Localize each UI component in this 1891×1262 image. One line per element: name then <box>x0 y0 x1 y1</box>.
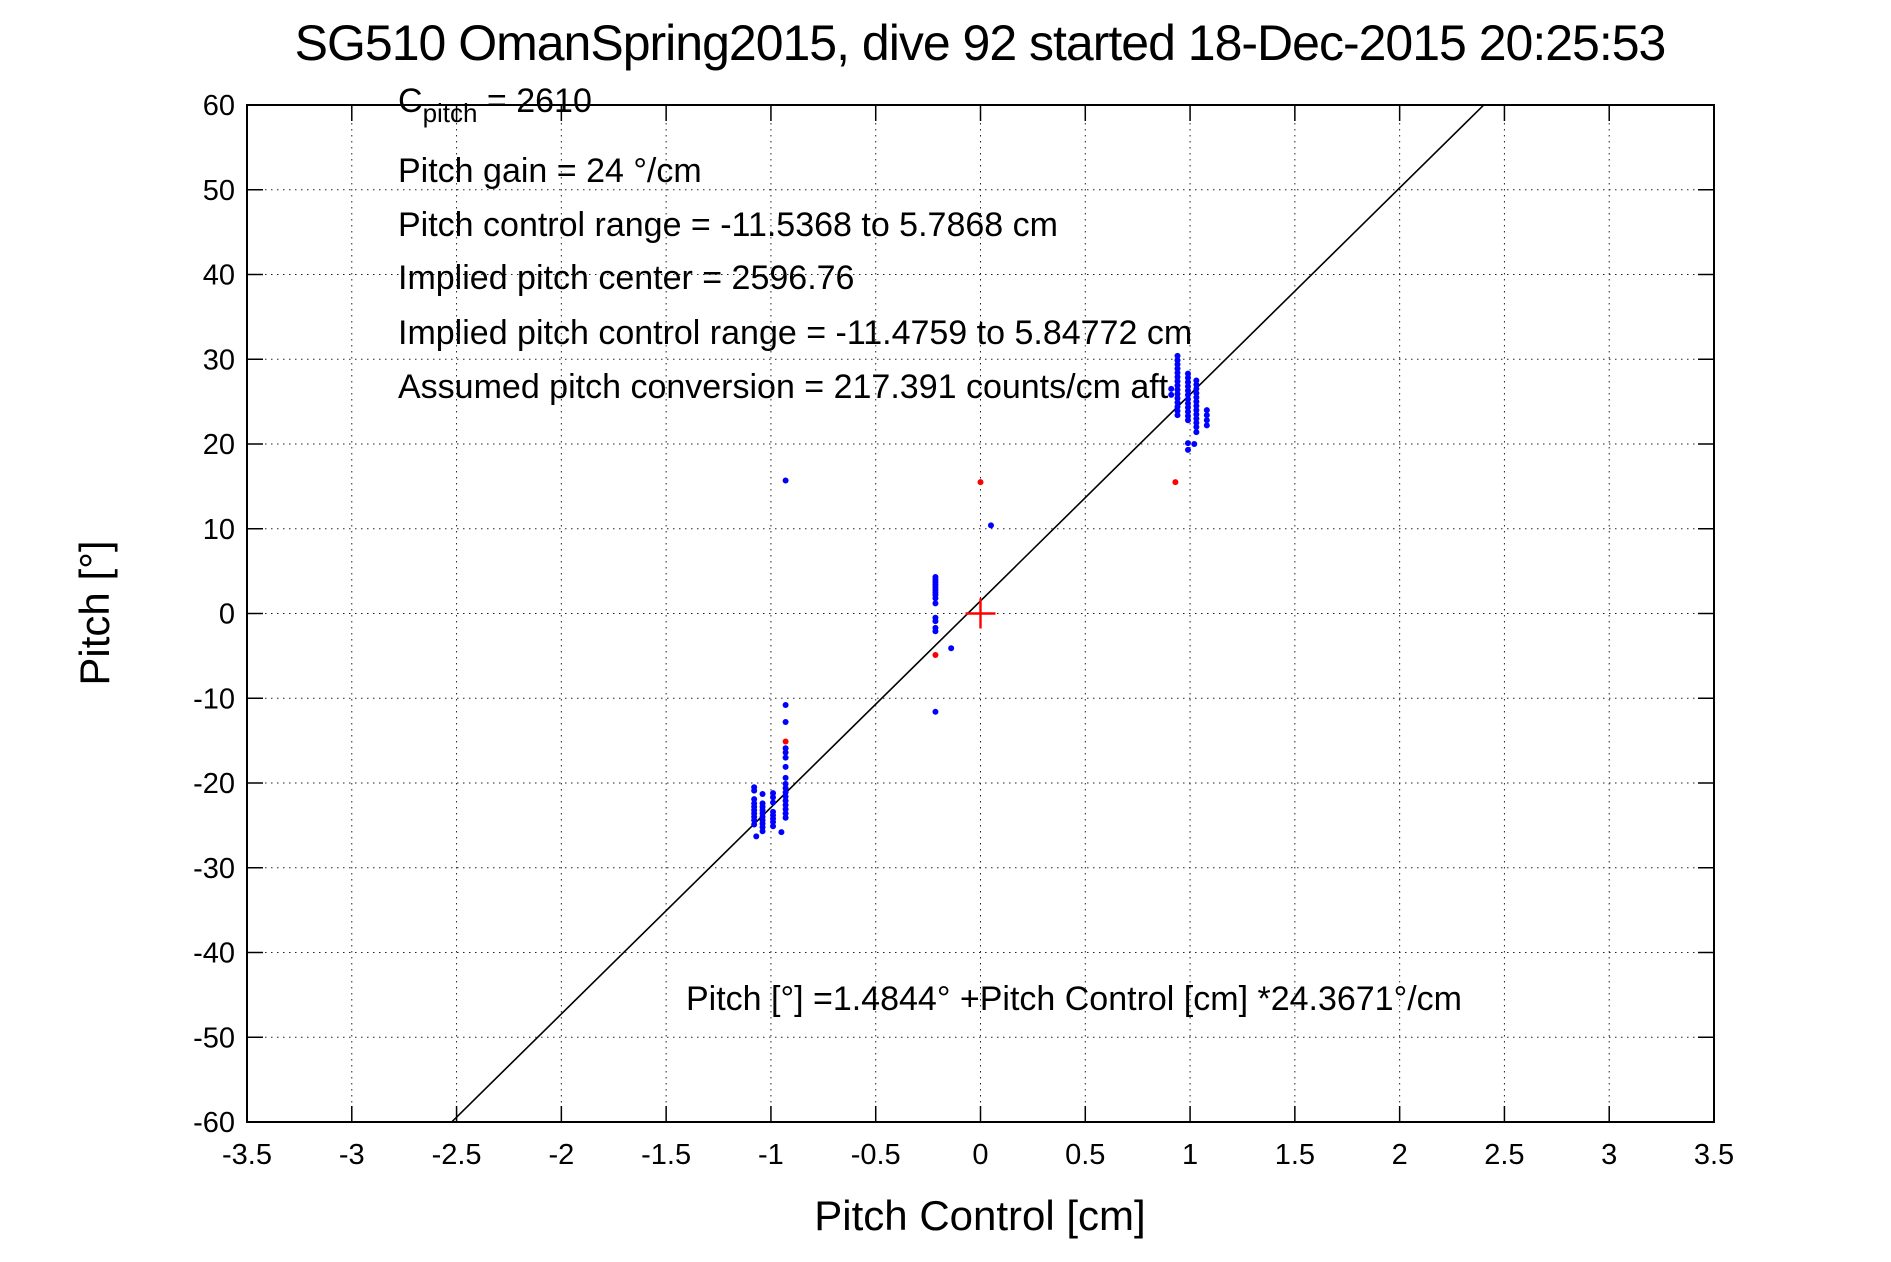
y-tick-label: 40 <box>203 260 235 292</box>
y-tick-label: 60 <box>203 90 235 122</box>
annotation-pitch-control-range: Pitch control range = -11.5368 to 5.7868… <box>398 206 1058 244</box>
x-axis-label: Pitch Control [cm] <box>814 1192 1146 1239</box>
y-tick-label: 20 <box>203 429 235 461</box>
plot-border <box>246 104 1715 1123</box>
grid-lines <box>247 105 1714 1122</box>
x-tick-label: -1.5 <box>641 1139 691 1171</box>
annotation-pitch-gain: Pitch gain = 24 °/cm <box>398 152 702 190</box>
y-tick-label: -40 <box>193 938 235 970</box>
y-tick-label: -30 <box>193 853 235 885</box>
y-tick-label: 10 <box>203 514 235 546</box>
c-pitch-value: = 2610 <box>477 82 592 120</box>
x-tick-label: 2.5 <box>1484 1139 1524 1171</box>
y-tick-label: -60 <box>193 1107 235 1139</box>
x-tick-label: 3 <box>1601 1139 1617 1171</box>
annotation-implied-control-range: Implied pitch control range = -11.4759 t… <box>398 314 1193 352</box>
x-tick-label: -2.5 <box>432 1139 482 1171</box>
y-tick-label: 30 <box>203 344 235 376</box>
x-tick-labels: -3.5 -3 -2.5 -2 -1.5 -1 -0.5 0 0.5 1 1.5 2 2.5 3 3.5 <box>222 1139 1734 1171</box>
y-tick-label: -10 <box>193 683 235 715</box>
y-axis-label: Pitch [°] <box>71 540 118 686</box>
plot-data <box>451 105 1485 1122</box>
c-pitch-subscript: pitch <box>422 98 478 128</box>
x-tick-label: 2 <box>1392 1139 1408 1171</box>
x-tick-label: 1.5 <box>1275 1139 1315 1171</box>
annotation-pitch-conversion: Assumed pitch conversion = 217.391 count… <box>398 368 1169 406</box>
annotation-implied-pitch-center: Implied pitch center = 2596.76 <box>398 259 855 297</box>
y-tick-label: -20 <box>193 768 235 800</box>
x-tick-label: 3.5 <box>1694 1139 1734 1171</box>
c-pitch-base: C <box>398 82 423 120</box>
x-tick-label: -2 <box>548 1139 574 1171</box>
x-tick-label: -3.5 <box>222 1139 272 1171</box>
y-tick-label: 0 <box>219 599 235 631</box>
x-tick-label: 0.5 <box>1065 1139 1105 1171</box>
y-tick-label: -50 <box>193 1022 235 1054</box>
y-tick-labels: -60 -50 -40 -30 -20 -10 0 10 20 30 40 50 60 <box>193 90 235 1139</box>
x-tick-label: -1 <box>758 1139 784 1171</box>
chart-title: SG510 OmanSpring2015, dive 92 started 18… <box>294 15 1667 71</box>
series-implied-center-cross <box>965 598 996 629</box>
y-tick-label: 50 <box>203 175 235 207</box>
x-tick-label: 0 <box>972 1139 988 1171</box>
x-tick-label: -3 <box>339 1139 365 1171</box>
fit-equation-label: Pitch [°] =1.4844° +Pitch Control [cm] *… <box>686 980 1462 1018</box>
series-flagged-pitch <box>782 479 1179 745</box>
x-tick-label: 1 <box>1182 1139 1198 1171</box>
series-observed-pitch <box>751 352 1210 840</box>
annotation-c-pitch: Cpitch = 2610 <box>398 82 592 129</box>
x-tick-label: -0.5 <box>851 1139 901 1171</box>
